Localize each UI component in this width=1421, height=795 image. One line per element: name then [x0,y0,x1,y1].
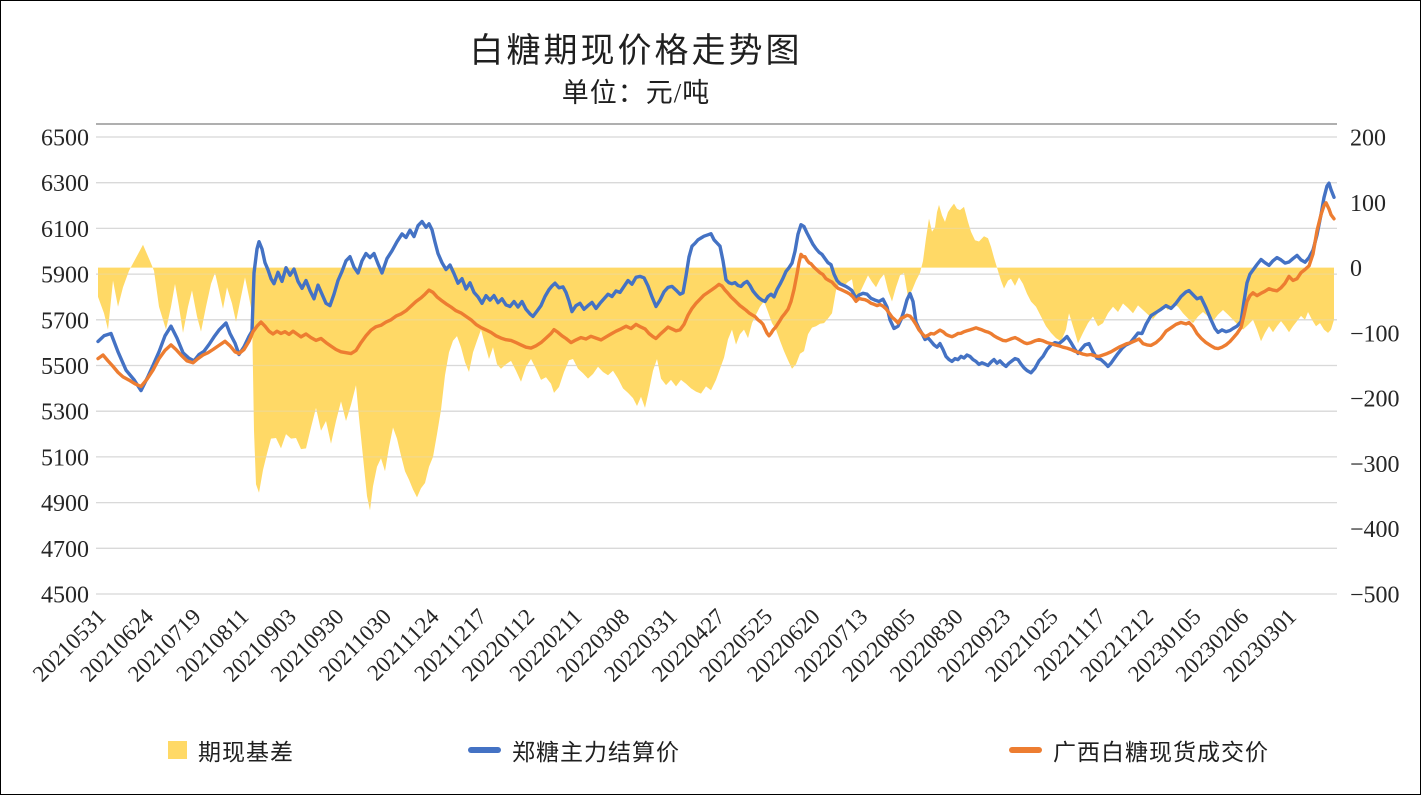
left-axis-tick-label: 6500 [41,126,89,152]
left-axis-tick-label: 5500 [41,354,89,380]
left-axis-tick-label: 6100 [41,217,89,243]
left-axis-tick-label: 5100 [41,445,89,471]
left-axis-tick-label: 5700 [41,308,89,334]
right-axis-tick-label: −300 [1350,452,1400,478]
chart-title: 白糖期现价格走势图 [469,33,803,70]
left-axis-tick-label: 5300 [41,400,89,426]
right-axis-tick-label: 100 [1350,191,1386,217]
left-axis-tick-label: 4900 [41,491,89,517]
left-axis-tick-label: 5900 [41,263,89,289]
right-axis-tick-label: −500 [1350,583,1400,609]
chart-subtitle: 单位：元/吨 [561,78,711,108]
left-axis-tick-label: 6300 [41,171,89,197]
right-axis-tick-label: 200 [1350,126,1386,152]
left-axis-tick-label: 4700 [41,537,89,563]
right-axis-tick-label: −200 [1350,387,1400,413]
right-axis-tick-label: −100 [1350,321,1400,347]
left-axis-tick-label: 4500 [41,583,89,609]
right-axis-tick-label: −400 [1350,517,1400,543]
right-axis-tick-label: 0 [1350,256,1362,282]
